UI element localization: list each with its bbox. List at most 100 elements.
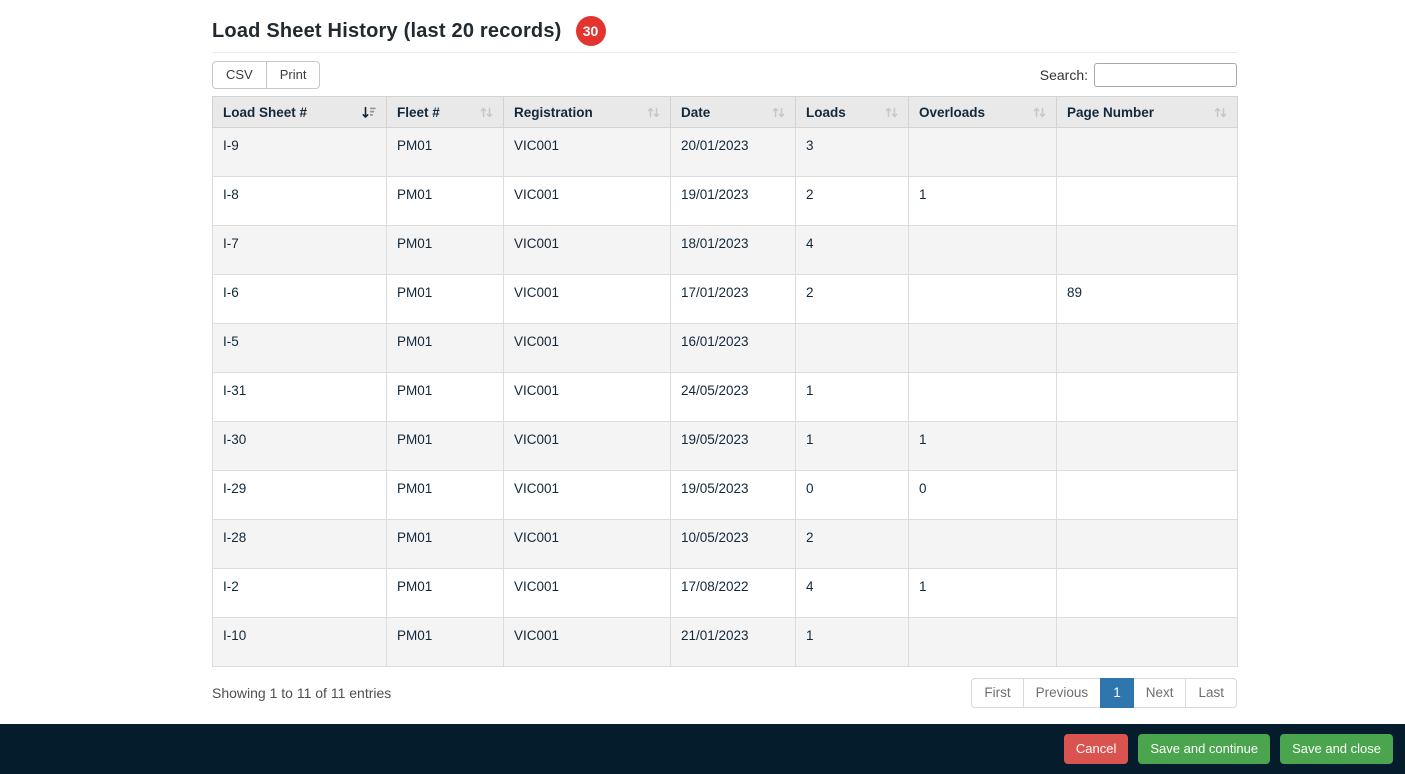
table-cell: 89 (1056, 274, 1238, 324)
record-count-badge: 30 (575, 16, 606, 46)
column-header-label: Overloads (919, 104, 986, 120)
table-cell: 18/01/2023 (670, 225, 796, 275)
table-row: I-5 PM01 VIC001 16/01/2023 (212, 323, 1238, 373)
table-row: I-9 PM01 VIC001 20/01/2023 3 (212, 127, 1238, 177)
table-cell (1056, 225, 1238, 275)
table-toolbar: CSV Print Search: (212, 61, 1237, 89)
pagination-last[interactable]: Last (1185, 678, 1237, 708)
column-header-overloads[interactable]: Overloads (908, 96, 1057, 128)
search-input[interactable] (1094, 63, 1237, 87)
table-row: I-31 PM01 VIC001 24/05/2023 1 (212, 372, 1238, 422)
table-cell: I-9 (212, 127, 387, 177)
table-cell (1056, 470, 1238, 520)
table-cell: PM01 (386, 323, 504, 373)
table-cell: PM01 (386, 274, 504, 324)
column-header-label: Page Number (1067, 104, 1155, 120)
table-cell (908, 225, 1057, 275)
column-header-label: Loads (806, 104, 846, 120)
column-header-load-sheet[interactable]: Load Sheet # (212, 96, 387, 128)
table-cell: 19/01/2023 (670, 176, 796, 226)
table-cell: PM01 (386, 470, 504, 520)
entries-summary: Showing 1 to 11 of 11 entries (212, 684, 392, 701)
table-cell: PM01 (386, 568, 504, 618)
table-row: I-28 PM01 VIC001 10/05/2023 2 (212, 519, 1238, 569)
sort-icon (1214, 106, 1227, 119)
table-cell: I-29 (212, 470, 387, 520)
column-header-page-number[interactable]: Page Number (1056, 96, 1238, 128)
pagination-1[interactable]: 1 (1100, 678, 1134, 708)
table-cell (1056, 323, 1238, 373)
table-cell: 1 (908, 176, 1057, 226)
table-body: I-9 PM01 VIC001 20/01/2023 3 I-8 PM01 VIC001 19/… (212, 127, 1238, 667)
table-cell: 2 (795, 274, 909, 324)
column-header-registration[interactable]: Registration (503, 96, 671, 128)
pagination-next[interactable]: Next (1132, 678, 1187, 708)
table-cell: 19/05/2023 (670, 421, 796, 471)
table-cell (908, 127, 1057, 177)
table-cell (1056, 568, 1238, 618)
table-cell: 2 (795, 519, 909, 569)
table-cell: I-5 (212, 323, 387, 373)
table-cell: PM01 (386, 127, 504, 177)
sort-icon (1033, 106, 1046, 119)
table-cell: VIC001 (503, 568, 671, 618)
table-cell (1056, 127, 1238, 177)
footer-action-bar: Cancel Save and continue Save and close (0, 724, 1405, 774)
title-divider (212, 52, 1237, 53)
table-cell: I-10 (212, 617, 387, 667)
column-header-label: Date (681, 104, 711, 120)
table-cell (908, 323, 1057, 373)
table-cell: PM01 (386, 372, 504, 422)
load-sheet-table: Load Sheet # Fleet # Registration Date Loads… (212, 96, 1238, 667)
table-cell: 4 (795, 225, 909, 275)
table-cell: 3 (795, 127, 909, 177)
table-cell: VIC001 (503, 176, 671, 226)
table-cell: PM01 (386, 225, 504, 275)
table-cell: 17/01/2023 (670, 274, 796, 324)
table-cell: 1 (795, 617, 909, 667)
pagination: First Previous 1 Next Last (971, 678, 1237, 708)
table-cell: I-7 (212, 225, 387, 275)
table-row: I-2 PM01 VIC001 17/08/2022 4 1 (212, 568, 1238, 618)
search-area: Search: (1040, 63, 1237, 87)
save-and-close-button[interactable]: Save and close (1280, 734, 1393, 764)
table-cell: 1 (795, 372, 909, 422)
sort-descending-icon (362, 106, 376, 119)
column-header-date[interactable]: Date (670, 96, 796, 128)
table-cell: PM01 (386, 617, 504, 667)
table-cell (1056, 421, 1238, 471)
table-cell: 1 (795, 421, 909, 471)
table-cell: VIC001 (503, 470, 671, 520)
save-and-continue-button[interactable]: Save and continue (1138, 734, 1271, 764)
table-cell (908, 617, 1057, 667)
csv-button[interactable]: CSV (212, 61, 266, 89)
load-sheet-history-panel: Load Sheet History (last 20 records) 30 … (212, 0, 1238, 708)
table-cell: VIC001 (503, 421, 671, 471)
table-cell (1056, 176, 1238, 226)
table-row: I-6 PM01 VIC001 17/01/2023 2 89 (212, 274, 1238, 324)
column-header-label: Load Sheet # (223, 104, 308, 120)
table-cell: 10/05/2023 (670, 519, 796, 569)
table-row: I-8 PM01 VIC001 19/01/2023 2 1 (212, 176, 1238, 226)
title-row: Load Sheet History (last 20 records) 30 (212, 0, 1237, 46)
table-cell: I-28 (212, 519, 387, 569)
print-button[interactable]: Print (265, 61, 321, 89)
table-cell: 21/01/2023 (670, 617, 796, 667)
table-footer: Showing 1 to 11 of 11 entries First Previ… (212, 678, 1237, 708)
table-cell: I-6 (212, 274, 387, 324)
table-row: I-29 PM01 VIC001 19/05/2023 0 0 (212, 470, 1238, 520)
cancel-button[interactable]: Cancel (1063, 734, 1129, 764)
sort-icon (647, 106, 660, 119)
table-cell: 20/01/2023 (670, 127, 796, 177)
table-cell: 2 (795, 176, 909, 226)
table-cell: 0 (795, 470, 909, 520)
table-cell: I-8 (212, 176, 387, 226)
column-header-loads[interactable]: Loads (795, 96, 909, 128)
table-cell: PM01 (386, 519, 504, 569)
column-header-fleet[interactable]: Fleet # (386, 96, 504, 128)
table-cell: I-2 (212, 568, 387, 618)
pagination-previous[interactable]: Previous (1022, 678, 1102, 708)
pagination-first[interactable]: First (971, 678, 1024, 708)
table-cell: VIC001 (503, 519, 671, 569)
table-row: I-7 PM01 VIC001 18/01/2023 4 (212, 225, 1238, 275)
